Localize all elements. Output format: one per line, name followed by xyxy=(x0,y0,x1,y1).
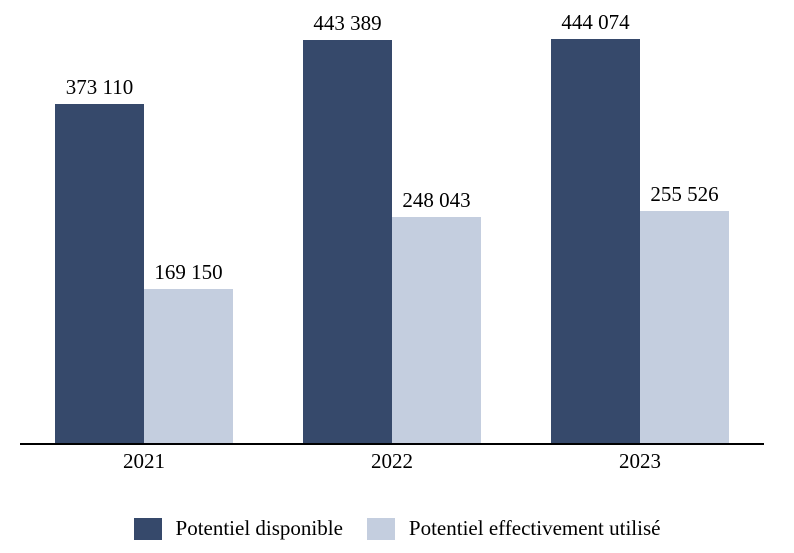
bar-value-label: 443 389 xyxy=(313,10,382,35)
bar-2023-series-1 xyxy=(640,211,729,443)
legend: Potentiel disponible Potentiel effective… xyxy=(0,516,794,541)
bar-wrap-2022-series-1: 248 043 xyxy=(392,188,481,443)
x-axis-labels: 2021 2022 2023 xyxy=(20,449,764,474)
bar-value-label: 255 526 xyxy=(650,181,719,206)
plot-area: 373 110 169 150 443 389 248 043 444 074 255 5… xyxy=(20,0,764,443)
bar-wrap-2023-series-0: 444 074 xyxy=(551,10,640,443)
bar-2023-series-0 xyxy=(551,39,640,443)
bar-wrap-2022-series-0: 443 389 xyxy=(303,11,392,443)
x-axis-line xyxy=(20,443,764,445)
bar-group-2021: 373 110 169 150 xyxy=(55,75,233,443)
x-axis-label-2021: 2021 xyxy=(123,449,165,473)
legend-label-potentiel-effectivement-utilise: Potentiel effectivement utilisé xyxy=(408,516,661,540)
legend-swatch-dark xyxy=(133,517,162,540)
legend-label-potentiel-disponible: Potentiel disponible xyxy=(175,516,343,540)
bar-value-label: 373 110 xyxy=(65,74,134,99)
legend-swatch-light xyxy=(366,517,395,540)
legend-item-potentiel-effectivement-utilise: Potentiel effectivement utilisé xyxy=(366,516,661,541)
bar-value-label: 169 150 xyxy=(154,259,223,284)
bar-group-2022: 443 389 248 043 xyxy=(303,11,481,443)
bar-value-label: 248 043 xyxy=(402,187,471,212)
x-axis-label-2023: 2023 xyxy=(619,449,661,473)
legend-item-potentiel-disponible: Potentiel disponible xyxy=(133,516,343,541)
bar-value-label: 444 074 xyxy=(561,9,630,34)
bar-wrap-2021-series-0: 373 110 xyxy=(55,75,144,443)
bar-group-2023: 444 074 255 526 xyxy=(551,10,729,443)
bar-2022-series-1 xyxy=(392,217,481,443)
bar-2021-series-0 xyxy=(55,104,144,443)
bar-2022-series-0 xyxy=(303,40,392,443)
bar-2021-series-1 xyxy=(144,289,233,443)
bar-wrap-2023-series-1: 255 526 xyxy=(640,182,729,443)
bar-wrap-2021-series-1: 169 150 xyxy=(144,260,233,443)
x-axis-label-2022: 2022 xyxy=(371,449,413,473)
